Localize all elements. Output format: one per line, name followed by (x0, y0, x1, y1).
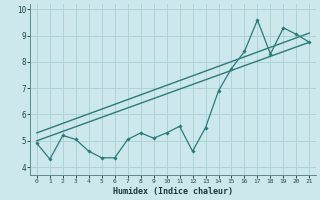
X-axis label: Humidex (Indice chaleur): Humidex (Indice chaleur) (113, 187, 233, 196)
